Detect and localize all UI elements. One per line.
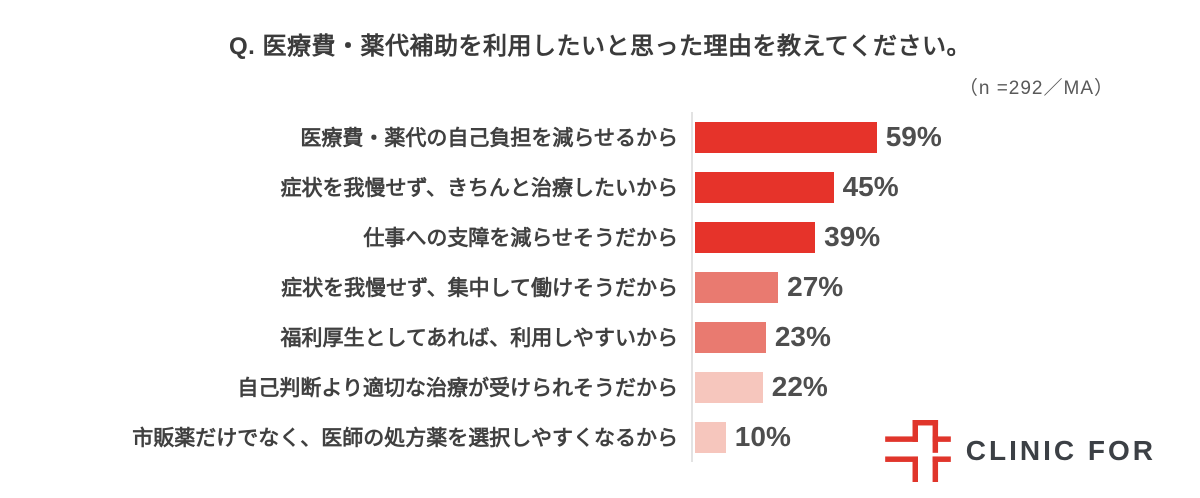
bar-track: 27% bbox=[691, 262, 1195, 312]
bar-track: 23% bbox=[691, 312, 1195, 362]
bar bbox=[695, 271, 779, 303]
bar-track: 59% bbox=[691, 112, 1195, 162]
category-label: 自己判断より適切な治療が受けられそうだから bbox=[237, 377, 678, 400]
chart-row: 症状を我慢せず、きちんと治療したいから 45% bbox=[98, 162, 1195, 212]
value-label: 23% bbox=[774, 321, 831, 352]
chart-row: 福利厚生としてあれば、利用しやすいから 23% bbox=[98, 312, 1195, 362]
chart-row: 医療費・薬代の自己負担を減らせるから 59% bbox=[98, 112, 1195, 162]
brand-logo: CLINIC FOR bbox=[884, 420, 1156, 482]
category-label: 福利厚生としてあれば、利用しやすいから bbox=[280, 327, 678, 350]
category-label: 症状を我慢せず、きちんと治療したいから bbox=[280, 177, 678, 200]
bar-track: 45% bbox=[691, 162, 1195, 212]
bar-track: 22% bbox=[691, 362, 1195, 412]
bar-chart: 医療費・薬代の自己負担を減らせるから 59% 症状を我慢せず、きちんと治療したい… bbox=[98, 112, 1195, 462]
chart-row: 市販薬だけでなく、医師の処方薬を選択しやすくなるから 10% bbox=[98, 412, 1195, 462]
value-label: 22% bbox=[771, 371, 828, 402]
clinic-for-cross-icon bbox=[884, 420, 951, 482]
chart-row: 仕事への支障を減らせそうだから 39% bbox=[98, 212, 1195, 262]
category-label: 症状を我慢せず、集中して働けそうだから bbox=[281, 277, 678, 300]
value-label: 10% bbox=[734, 421, 791, 452]
category-label: 仕事への支障を減らせそうだから bbox=[363, 227, 678, 250]
sample-size-note: （n =292／MA） bbox=[958, 78, 1114, 99]
bar bbox=[695, 421, 726, 453]
value-label: 45% bbox=[842, 171, 899, 202]
bar bbox=[695, 121, 877, 153]
brand-name: CLINIC FOR bbox=[965, 435, 1156, 466]
value-label: 27% bbox=[787, 271, 844, 302]
chart-title: Q. 医療費・薬代補助を利用したいと思った理由を教えてください。 bbox=[228, 33, 972, 60]
bar-track: 39% bbox=[691, 212, 1195, 262]
value-label: 39% bbox=[824, 221, 881, 252]
bar bbox=[695, 371, 763, 403]
bar-track: 10% bbox=[691, 412, 1195, 462]
chart-row: 症状を我慢せず、集中して働けそうだから 27% bbox=[98, 262, 1195, 312]
bar bbox=[695, 171, 834, 203]
category-label: 市販薬だけでなく、医師の処方薬を選択しやすくなるから bbox=[132, 427, 678, 450]
bar bbox=[695, 321, 766, 353]
bar-chart-rows: 医療費・薬代の自己負担を減らせるから 59% 症状を我慢せず、きちんと治療したい… bbox=[98, 112, 1195, 462]
category-label: 医療費・薬代の自己負担を減らせるから bbox=[300, 127, 678, 150]
bar bbox=[695, 221, 816, 253]
chart-row: 自己判断より適切な治療が受けられそうだから 22% bbox=[98, 362, 1195, 412]
value-label: 59% bbox=[885, 121, 942, 152]
